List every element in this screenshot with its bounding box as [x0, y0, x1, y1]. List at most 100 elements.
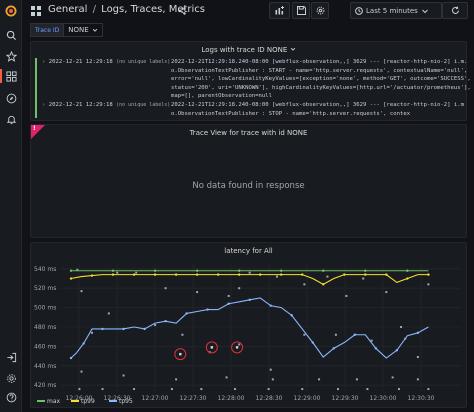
- trace-id-variable-label: Trace ID: [30, 23, 65, 37]
- latency-chart[interactable]: 540 ms 520 ms 500 ms 480 ms 460 ms 440 ms 420 …: [31, 243, 468, 409]
- series-point-tp99: [174, 273, 178, 276]
- legend-label-max: max: [47, 398, 61, 405]
- scatter-point: [80, 370, 83, 373]
- scatter-point: [345, 294, 348, 297]
- dashboard-settings-button[interactable]: [311, 2, 329, 19]
- scatter-point: [385, 291, 388, 294]
- scatter-point: [267, 388, 270, 391]
- x-tick-label: 12:30:30: [408, 395, 435, 402]
- scatter-point: [154, 324, 157, 327]
- trace-id-variable-select[interactable]: NONE: [64, 23, 103, 37]
- series-point-max: [322, 269, 325, 272]
- legend-label-tp95: tp95: [119, 398, 133, 405]
- trace-view-panel: ! Trace View for trace with id NONE No d…: [30, 124, 467, 238]
- refresh-button[interactable]: [442, 2, 468, 19]
- series-point-tp95: [164, 319, 167, 323]
- series-point-tp99: [132, 273, 136, 276]
- scatter-point: [133, 388, 136, 391]
- x-tick-label: 12:26:30: [104, 395, 131, 402]
- log-row[interactable]: › 2022-12-21 12:29:18 (no unique labels)…: [35, 58, 471, 102]
- help-icon[interactable]: [5, 391, 17, 403]
- series-point-tp95: [248, 298, 251, 302]
- series-point-tp99: [280, 273, 283, 276]
- x-tick-label: 12:27:30: [180, 395, 207, 402]
- series-point-tp95: [269, 304, 272, 307]
- scatter-point: [116, 271, 119, 274]
- y-tick-label: 480 ms: [34, 324, 56, 331]
- scatter-point: [416, 356, 419, 359]
- log-row[interactable]: › 2022-12-21 12:29:18 (no unique labels)…: [35, 101, 465, 118]
- scatter-point: [355, 378, 358, 381]
- x-tick-label: 12:30:00: [370, 395, 397, 402]
- series-point-tp99: [153, 273, 157, 276]
- log-message: 2022-12-21T12:29:18.240-08:00 [webflux-o…: [171, 102, 465, 117]
- highlight-ring: [205, 341, 218, 354]
- series-point-tp95: [374, 347, 378, 350]
- time-range-picker[interactable]: Last 5 minutes: [350, 2, 442, 19]
- chart-title[interactable]: latency for All: [224, 247, 273, 255]
- sign-in-icon[interactable]: [5, 351, 17, 363]
- highlighted-point: [235, 346, 239, 349]
- grafana-logo-icon[interactable]: [5, 5, 17, 17]
- apps-grid-icon[interactable]: [31, 6, 41, 16]
- scatter-point: [391, 376, 394, 379]
- scatter-point: [181, 333, 184, 336]
- star-icon[interactable]: [5, 50, 17, 62]
- trace-panel-title[interactable]: Trace View for trace with id NONE: [189, 129, 308, 137]
- dashboards-icon[interactable]: [5, 70, 17, 82]
- add-panel-icon: [275, 6, 284, 15]
- highlight-ring: [231, 341, 244, 354]
- scatter-point: [366, 388, 369, 391]
- search-icon[interactable]: [5, 29, 17, 41]
- x-tick-label: 12:28:30: [256, 395, 283, 402]
- series-point-tp99: [237, 273, 241, 276]
- cog-icon: [316, 6, 324, 15]
- scatter-point: [427, 388, 430, 391]
- series-point-tp99: [301, 273, 304, 276]
- series-line-tp95: [70, 297, 429, 359]
- scatter-point: [303, 333, 306, 336]
- share-icon[interactable]: [178, 7, 186, 15]
- scatter-point: [427, 283, 430, 286]
- log-timestamp: 2022-12-21 12:29:18: [48, 59, 113, 65]
- chevron-down-icon: [290, 47, 295, 51]
- scatter-point: [301, 388, 304, 391]
- series-point-max: [111, 269, 115, 272]
- log-timestamp: 2022-12-21 12:29:18: [48, 102, 113, 108]
- scatter-point: [233, 388, 236, 391]
- active-indicator: [0, 69, 2, 83]
- scatter-point: [326, 275, 329, 278]
- breadcrumb-dashboard[interactable]: Logs, Traces, Metrics: [101, 4, 205, 15]
- scatter-point: [135, 271, 138, 274]
- series-point-tp95: [227, 302, 230, 305]
- x-tick-label: 12:26:00: [66, 395, 93, 402]
- series-point-tp99: [364, 273, 367, 276]
- clock-icon: [355, 6, 363, 15]
- top-navbar: General / Logs, Traces, Metrics Last 5 m…: [22, 0, 474, 22]
- panel-error-corner[interactable]: [31, 125, 45, 139]
- breadcrumb-folder[interactable]: General: [48, 4, 88, 15]
- settings-gear-icon[interactable]: [5, 372, 17, 384]
- series-point-tp95: [395, 349, 399, 352]
- series-point-tp99: [385, 273, 388, 276]
- refresh-icon: [451, 6, 459, 14]
- chevron-down-icon: [421, 9, 428, 13]
- scatter-point: [416, 378, 419, 381]
- explore-compass-icon[interactable]: [5, 92, 17, 104]
- scatter-point: [248, 271, 251, 274]
- add-panel-button[interactable]: [269, 2, 290, 19]
- x-tick-label: 12:29:30: [332, 395, 359, 402]
- chevron-down-icon: [92, 28, 97, 32]
- series-point-tp99: [111, 273, 115, 276]
- alerting-bell-icon[interactable]: [5, 113, 17, 125]
- log-row-header: › 2022-12-21 12:29:18 (no unique labels): [42, 101, 170, 110]
- scatter-point: [336, 388, 339, 391]
- scatter-point: [164, 287, 167, 290]
- logs-panel-title[interactable]: Logs with trace ID NONE: [31, 46, 466, 54]
- series-point-tp95: [416, 331, 420, 335]
- scatter-point: [225, 376, 228, 379]
- series-point-max: [237, 269, 241, 272]
- log-message: 2022-12-21T12:29:18.240-08:00 [webflux-o…: [171, 59, 474, 100]
- series-point-max: [406, 269, 409, 272]
- save-dashboard-button[interactable]: [292, 2, 310, 19]
